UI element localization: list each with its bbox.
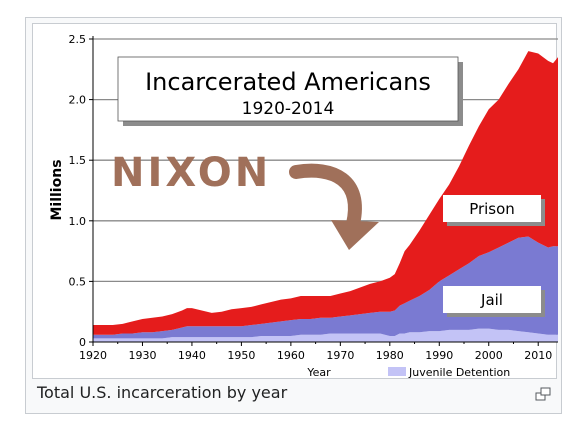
legend-label-juvenile: Juvenile Detention: [408, 366, 510, 379]
figure-caption: Total U.S. incarceration by year: [37, 383, 288, 402]
y-axis-label: Millions: [49, 159, 65, 220]
nixon-arrow-shaft: [289, 163, 362, 231]
x-tick-label: 2000: [475, 349, 503, 362]
y-tick-label: 0.5: [69, 275, 87, 288]
incarceration-chart: 0 0.5 1.0 1.5 2.0 2.5 1920 1930 1940 1950 1960 1970…: [49, 33, 558, 379]
chart-title: Incarcerated Americans: [145, 68, 431, 96]
prison-label-box: [443, 195, 541, 222]
title-box: [117, 56, 459, 122]
y-tick-label: 1.5: [69, 154, 87, 167]
magnify-icon-graphic: [535, 387, 551, 401]
jail-label-box: [443, 286, 541, 313]
x-tick-label: 1930: [128, 349, 156, 362]
chart-subtitle: 1920-2014: [242, 99, 335, 119]
nixon-annotation: NIXON: [111, 150, 271, 196]
x-tick-label: 1980: [376, 349, 404, 362]
y-tick-label: 0: [79, 336, 86, 349]
y-tick-label: 1.0: [69, 215, 87, 228]
figure-thumbnail: 0 0.5 1.0 1.5 2.0 2.5 1920 1930 1940 1950 1960 1970…: [25, 17, 562, 414]
y-tick-label: 2.5: [69, 33, 87, 46]
x-axis-label: Year: [306, 366, 331, 379]
juvenile-detention-area: [93, 328, 558, 342]
x-tick-label: 1950: [227, 349, 255, 362]
nixon-arrow-head: [331, 220, 379, 250]
x-tick-label: 1970: [326, 349, 354, 362]
legend-swatch-juvenile: [388, 367, 406, 376]
magnify-clip-icon[interactable]: [535, 387, 551, 401]
jail-label: Jail: [480, 291, 503, 309]
x-tick-label: 1960: [277, 349, 305, 362]
x-tick-label: 1940: [178, 349, 206, 362]
x-tick-label: 1990: [425, 349, 453, 362]
x-tick-label: 2010: [524, 349, 552, 362]
prison-label: Prison: [469, 200, 515, 218]
y-tick-label: 2.0: [69, 94, 87, 107]
jail-area: [93, 236, 558, 339]
chart-frame: 0 0.5 1.0 1.5 2.0 2.5 1920 1930 1940 1950 1960 1970…: [32, 23, 558, 379]
x-tick-label: 1920: [79, 349, 107, 362]
prison-area: [93, 51, 558, 335]
